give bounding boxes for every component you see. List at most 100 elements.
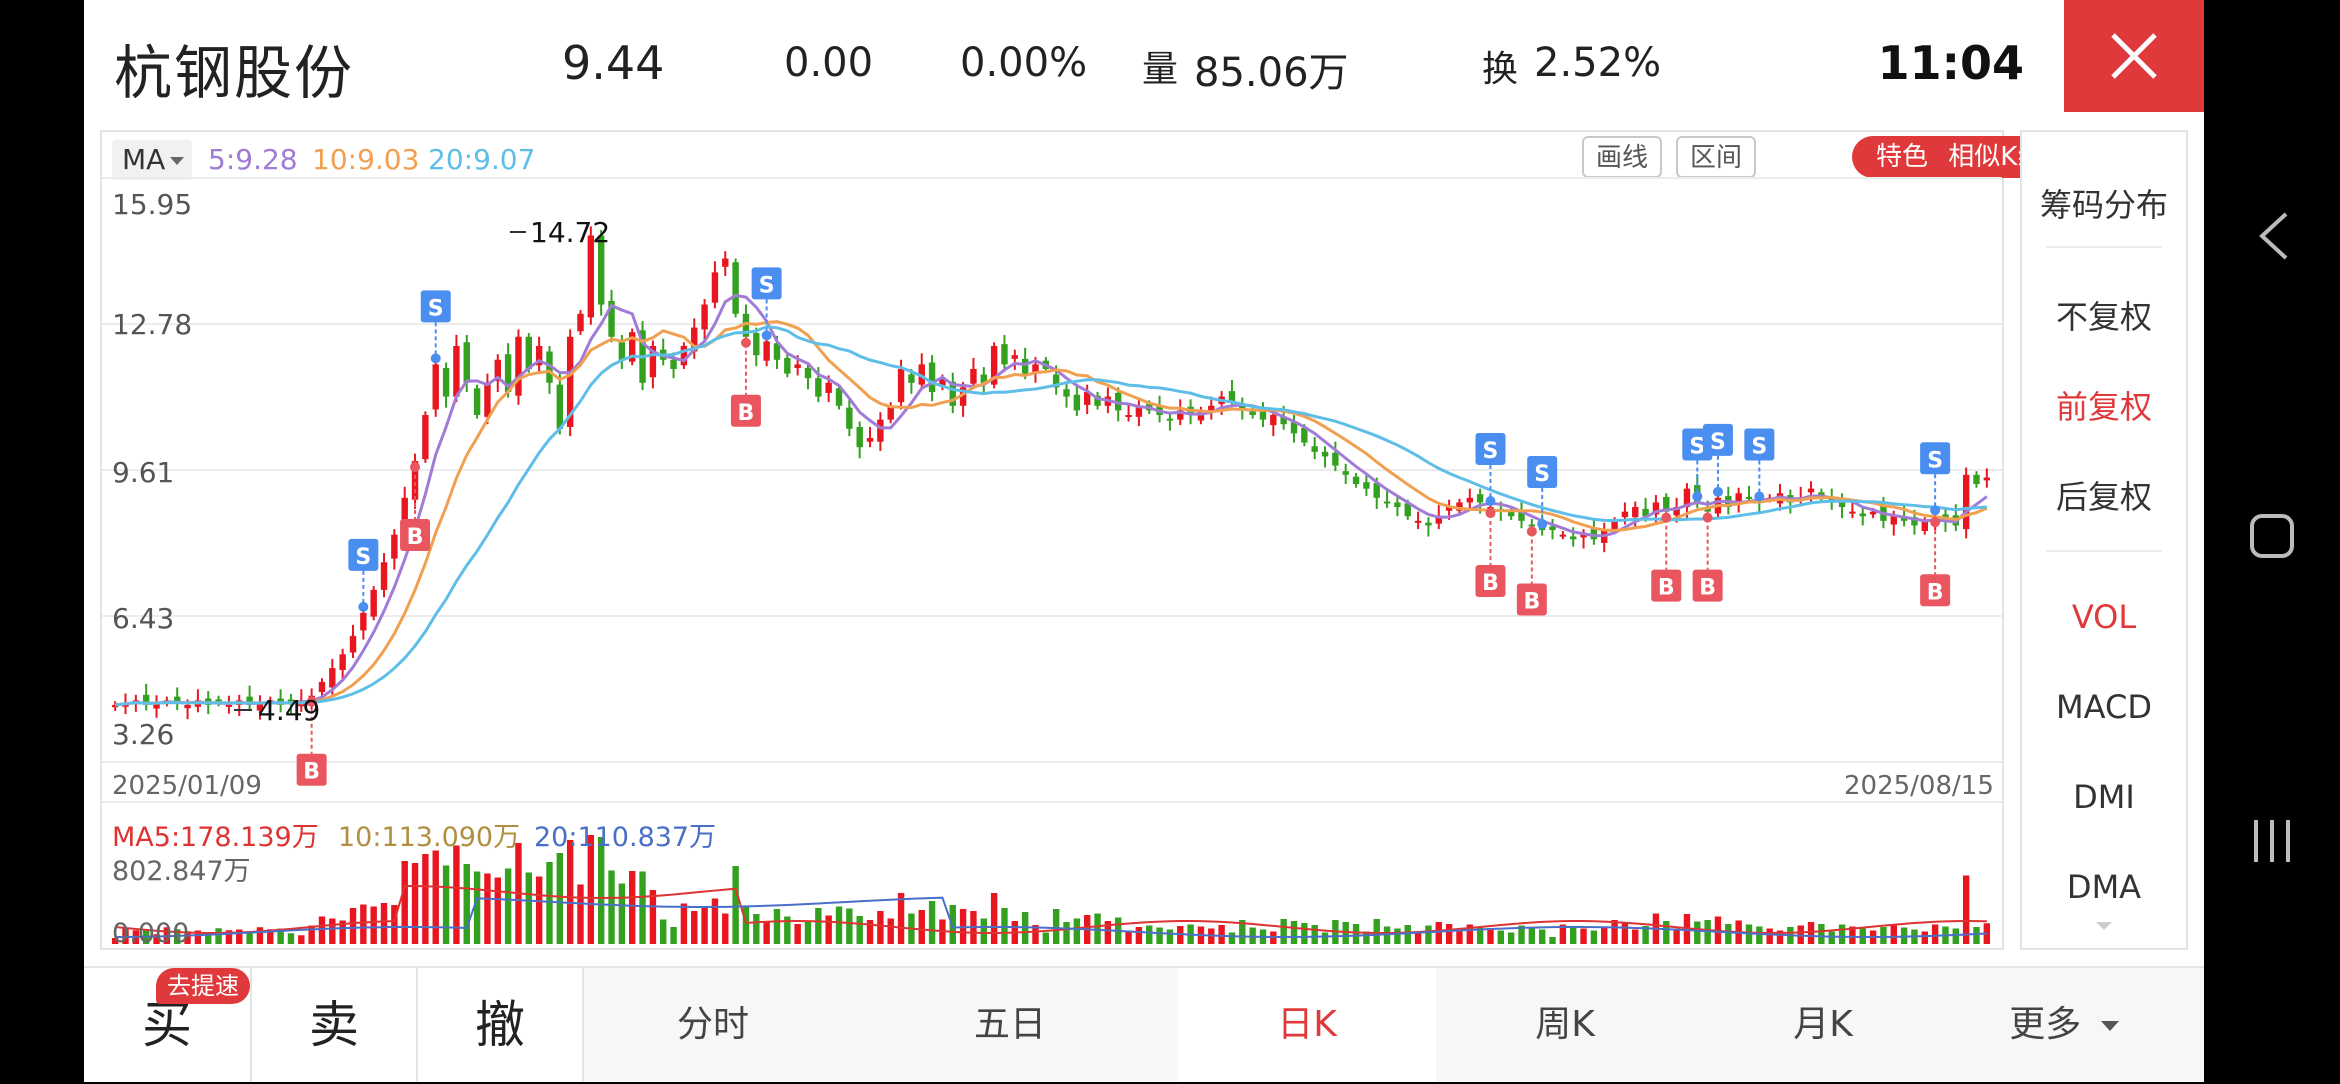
candle-body — [453, 345, 460, 397]
sell-signal-marker[interactable]: S — [1475, 433, 1506, 508]
kline-chart-panel[interactable]: MA 5:9.28 10:9.03 20:9.07 画线 区间 特色 相似K线 … — [100, 130, 2088, 950]
volume-bar — [111, 938, 119, 944]
cancel-order-button[interactable]: 撤 — [475, 996, 525, 1054]
home-icon[interactable] — [2250, 514, 2294, 558]
back-icon[interactable] — [2259, 212, 2288, 260]
svg-text:S: S — [759, 273, 775, 298]
volume-bar — [246, 931, 253, 944]
volume-bar — [773, 909, 781, 944]
buy-signal-marker[interactable]: B — [1920, 516, 1951, 607]
sell-signal-marker[interactable]: S — [348, 538, 379, 613]
sell-signal-marker[interactable]: S — [751, 267, 782, 342]
sell-button[interactable]: 卖 — [309, 996, 359, 1054]
candle-body — [628, 332, 636, 362]
candle-body — [463, 342, 470, 383]
tab-weekly-k[interactable]: 周K — [1535, 1004, 1595, 1045]
buy-signal-marker[interactable]: B — [1516, 525, 1547, 616]
forward-adjust-option[interactable]: 前复权 — [2055, 388, 2152, 426]
tab-daily-k[interactable]: 日K — [1178, 968, 1436, 1082]
candle-body — [1621, 511, 1629, 518]
tab-more[interactable]: 更多 — [1964, 968, 2164, 1082]
buy-signal-marker[interactable]: B — [1651, 511, 1682, 602]
tab-bg — [1436, 968, 2204, 1082]
candle-body — [1673, 507, 1680, 516]
tab-bg — [584, 968, 1178, 1082]
candle-body — [1704, 507, 1711, 512]
candle-body — [949, 381, 956, 406]
volume-label: 量 — [1142, 49, 1179, 90]
volume-bars — [111, 835, 1991, 944]
buy-signal-marker[interactable]: B — [1475, 507, 1506, 598]
candle-body — [939, 378, 946, 387]
sell-signal-marker[interactable]: S — [420, 290, 451, 365]
bottom-toolbar: 买 去提速 卖 撤 分时 五日 日K 周K 月K 更多 — [84, 966, 2204, 1082]
volume-bar — [1435, 922, 1442, 944]
candle-body — [1466, 497, 1474, 503]
volume-bar — [691, 911, 698, 944]
candle-body — [804, 368, 812, 379]
candle-body — [1518, 510, 1525, 521]
candlesticks — [111, 226, 1991, 720]
scroll-down-icon[interactable] — [2096, 922, 2112, 930]
volume-bar — [422, 854, 429, 944]
volume-bar — [1404, 925, 1411, 944]
volume-bar — [1663, 921, 1670, 944]
svg-text:S: S — [1710, 430, 1726, 455]
volume-bar — [877, 911, 884, 944]
candle-body — [566, 336, 574, 427]
sell-signal-marker[interactable]: S — [1920, 442, 1951, 517]
speed-badge[interactable]: 去提速 — [156, 968, 250, 1004]
svg-text:S: S — [355, 545, 371, 570]
candle-body — [360, 612, 367, 631]
candle-body — [773, 343, 781, 360]
divider — [582, 968, 584, 1082]
candle-body — [742, 313, 750, 337]
svg-text:S: S — [1751, 434, 1767, 459]
back-adjust-option[interactable]: 后复权 — [2055, 478, 2152, 516]
volume-bar — [1321, 932, 1329, 944]
volume-bar — [380, 903, 388, 944]
tab-intraday[interactable]: 分时 — [676, 1004, 749, 1045]
no-adjust-option[interactable]: 不复权 — [2055, 298, 2152, 336]
tab-monthly-k[interactable]: 月K — [1793, 1004, 1853, 1045]
range-button[interactable]: 区间 — [1676, 136, 1756, 178]
candle-body — [1280, 416, 1287, 425]
buy-signal-marker[interactable]: B — [400, 461, 431, 552]
svg-text:S: S — [1927, 448, 1943, 473]
dmi-indicator-option[interactable]: DMI — [2073, 778, 2135, 816]
indicator-selector[interactable]: MA — [112, 140, 192, 180]
chip-distribution-button[interactable]: 筹码分布 — [2039, 186, 2168, 224]
sell-signal-marker[interactable]: S — [1744, 428, 1775, 503]
svg-text:B: B — [738, 401, 755, 426]
close-button[interactable] — [2064, 0, 2204, 112]
candle-body — [1911, 517, 1918, 526]
sell-signal-marker[interactable]: S — [1702, 423, 1733, 498]
candle-body — [349, 635, 357, 653]
volume-bar — [1125, 930, 1132, 944]
buy-signal-marker[interactable]: B — [296, 695, 327, 786]
buy-button[interactable]: 买 — [84, 968, 250, 1082]
stock-name[interactable]: 杭钢股份 — [114, 39, 355, 107]
candle-body — [980, 374, 987, 383]
tab-five-day[interactable]: 五日 — [973, 1004, 1046, 1045]
volume-bar — [184, 931, 191, 944]
dma-indicator-option[interactable]: DMA — [2066, 868, 2142, 906]
candle-body — [535, 345, 543, 366]
recents-icon[interactable] — [2254, 820, 2290, 862]
buy-signal-marker[interactable]: B — [730, 336, 761, 427]
volume-bar — [918, 910, 925, 944]
quote-header: 杭钢股份 9.44 0.00 0.00% 量 85.06万 换 2.52% 11… — [84, 0, 2204, 130]
volume-bar — [928, 901, 936, 944]
buy-signal-marker[interactable]: B — [1692, 511, 1723, 602]
macd-indicator-option[interactable]: MACD — [2056, 688, 2152, 726]
svg-text:B: B — [1699, 576, 1716, 601]
volume-bar — [980, 918, 987, 944]
volume-bar — [194, 930, 202, 944]
volume-bar — [349, 908, 357, 944]
candle-body — [1011, 355, 1019, 359]
svg-text:S: S — [1483, 439, 1499, 464]
vol-indicator-option[interactable]: VOL — [2071, 598, 2137, 636]
sell-signal-marker[interactable]: S — [1527, 456, 1558, 531]
